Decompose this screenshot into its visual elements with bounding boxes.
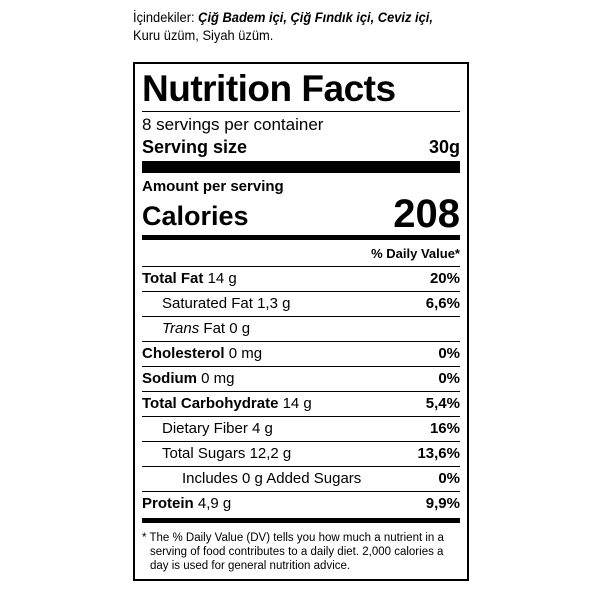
nutrient-name: Includes 0 g Added Sugars xyxy=(182,470,362,487)
nutrient-row: Trans Fat 0 g xyxy=(142,316,460,341)
nutrient-row: Saturated Fat 1,3 g 6,6% xyxy=(142,291,460,316)
nutrient-name: Saturated Fat xyxy=(162,295,253,312)
nutrient-row: Protein 4,9 g 9,9% xyxy=(142,491,460,516)
daily-value: 6,6% xyxy=(425,295,460,312)
nutrient: Sodium 0 mg xyxy=(142,367,235,391)
nutrient: Saturated Fat 1,3 g xyxy=(142,292,290,316)
nutrient: Includes 0 g Added Sugars xyxy=(142,467,361,491)
nutrient-rows: Total Fat 14 g 20% Saturated Fat 1,3 g 6,6%… xyxy=(142,266,460,516)
nutrient: Dietary Fiber 4 g xyxy=(142,417,273,441)
nutrient-amount: 12,2 g xyxy=(249,445,292,462)
nutrient: Total Carbohydrate 14 g xyxy=(142,392,312,416)
nutrient-row: Total Carbohydrate 14 g 5,4% xyxy=(142,391,460,416)
nutrient: Cholesterol 0 mg xyxy=(142,342,262,366)
nutrient-name: Protein xyxy=(142,495,194,512)
daily-value: 13,6% xyxy=(417,445,460,462)
daily-value: 16% xyxy=(429,420,460,437)
servings: 8 servings per container xyxy=(142,115,324,134)
nutrient-amount: 4 g xyxy=(252,420,273,437)
footnote: * The % Daily Value (DV) tells you how m… xyxy=(142,532,444,572)
serving-size-value: 30g xyxy=(428,137,460,157)
nutrient-name: Trans xyxy=(162,320,200,337)
nutrient: Protein 4,9 g xyxy=(142,492,231,516)
nutrient: Total Sugars 12,2 g xyxy=(142,442,291,466)
nutrient-name: Sodium xyxy=(142,370,197,387)
nutrient-name: Total Fat xyxy=(142,270,204,287)
nutrient-amount: 0 mg xyxy=(201,370,235,387)
nutrient-name: Total Sugars xyxy=(162,445,246,462)
medium-rule xyxy=(142,235,460,240)
ingredient-text: Çiğ Badem içi, xyxy=(198,9,287,25)
label-title: Nutrition Facts xyxy=(142,67,460,112)
ingredient-text: Ceviz içi, xyxy=(377,9,433,25)
serving-size-label: Serving size xyxy=(142,137,248,157)
nutrient-amount: Fat 0 g xyxy=(203,320,251,337)
daily-value: 9,9% xyxy=(425,495,460,512)
ingredient-text: Çiğ Fındık içi, xyxy=(290,9,375,25)
ingredient-text: Kuru üzüm, Siyah üzüm. xyxy=(133,27,274,43)
nutrient-amount: 14 g xyxy=(282,395,312,412)
amount-per-serving: Amount per serving xyxy=(142,178,284,195)
nutrient-amount: 1,3 g xyxy=(257,295,291,312)
nutrient-amount: 4,9 g xyxy=(197,495,232,512)
nutrient-row: Dietary Fiber 4 g 16% xyxy=(142,416,460,441)
nutrient-name: Total Carbohydrate xyxy=(142,395,279,412)
calories-row: Calories 208 xyxy=(142,192,460,236)
nutrient-name: Dietary Fiber xyxy=(162,420,248,437)
serving-size-row: Serving size 30g xyxy=(142,135,460,159)
nutrient-name: Cholesterol xyxy=(142,345,225,362)
daily-value: 5,4% xyxy=(425,395,460,412)
thick-rule xyxy=(142,161,460,173)
daily-value: 20% xyxy=(429,270,460,287)
daily-value: 0% xyxy=(438,470,460,487)
nutrient-amount: 14 g xyxy=(207,270,237,287)
ingredient-text: İçindekiler: xyxy=(133,9,195,25)
daily-value: 0% xyxy=(438,370,460,387)
ingredients: İçindekiler: Çiğ Badem içi, Çiğ Fındık i… xyxy=(133,8,446,44)
nutrient-row: Cholesterol 0 mg 0% xyxy=(142,341,460,366)
medium-rule xyxy=(142,518,460,523)
daily-value: 0% xyxy=(438,345,460,362)
nutrition-label: Nutrition Facts 8 servings per container… xyxy=(133,62,469,581)
nutrient: Trans Fat 0 g xyxy=(142,317,250,341)
nutrient-row: Total Fat 14 g 20% xyxy=(142,266,460,291)
nutrient-row: Sodium 0 mg 0% xyxy=(142,366,460,391)
calories-label: Calories xyxy=(142,201,249,231)
dv-header: % Daily Value* xyxy=(371,246,460,261)
nutrient-amount: 0 mg xyxy=(228,345,263,362)
calories-value: 208 xyxy=(393,192,460,236)
nutrient-row: Total Sugars 12,2 g 13,6% xyxy=(142,441,460,466)
nutrient-row: Includes 0 g Added Sugars 0% xyxy=(142,466,460,491)
nutrient: Total Fat 14 g xyxy=(142,267,237,291)
